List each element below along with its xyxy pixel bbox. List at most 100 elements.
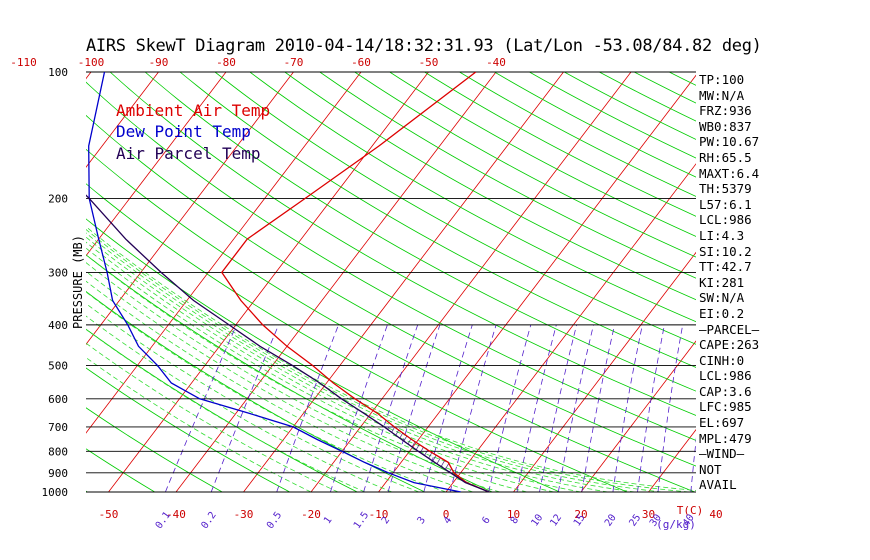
isotherm-line [108, 72, 429, 492]
pressure-tick-label: 100 [48, 66, 68, 79]
mixing-ratio-tick-label: 6 [480, 515, 492, 526]
bottom-temp-tick-label: -20 [301, 508, 321, 521]
dry-adiabat-line [424, 72, 696, 217]
isotherm-line [513, 251, 696, 492]
stat-line: LI:4.3 [699, 227, 745, 243]
dry-adiabat-line [86, 367, 290, 492]
moist-adiabat-line [86, 357, 312, 492]
stat-line: LCL:986 [699, 212, 752, 228]
dewpoint-temp-line [88, 72, 462, 492]
mixing-ratio-tick-label: 10 [529, 512, 545, 528]
top-temp-tick-label: -100 [78, 56, 105, 69]
bottom-temp-tick-label: 20 [574, 508, 587, 521]
stat-line: EL:697 [699, 415, 745, 431]
pressure-tick-label: 200 [48, 192, 68, 205]
dry-adiabat-line [354, 72, 696, 258]
dry-adiabat-line [284, 72, 696, 301]
mixing-ratio-line [516, 324, 557, 492]
moist-adiabat-line [86, 280, 474, 492]
stat-line: TH:5379 [699, 181, 752, 197]
bottom-temp-tick-label: 40 [709, 508, 722, 521]
mixing-ratio-unit-label: (g/kg) [656, 518, 696, 531]
cape-hatch [382, 426, 490, 492]
mixing-ratio-tick-label: 2 [380, 515, 392, 526]
grid-lines [0, 72, 870, 492]
top-temp-tick-label: -110 [10, 56, 37, 69]
mixing-ratio-tick-label: 12 [548, 512, 564, 528]
stat-line: TP:100 [699, 72, 745, 87]
mixing-ratio-tick-label: 0.2 [199, 510, 218, 531]
stat-line: SI:10.2 [699, 243, 752, 259]
pressure-tick-label: 1000 [42, 486, 69, 499]
mixing-ratio-line [539, 324, 577, 492]
chart-title: AIRS SkewT Diagram 2010-04-14/18:32:31.9… [86, 36, 762, 56]
dry-adiabat-line [459, 72, 696, 197]
dry-adiabat-line [529, 72, 696, 159]
isotherm-line [310, 72, 632, 492]
bottom-temp-tick-label: 10 [507, 508, 520, 521]
dry-adiabat-line [214, 72, 696, 345]
ambient-temp-line [220, 72, 490, 492]
stat-line: WB0:837 [699, 118, 752, 134]
dry-adiabat-line [86, 254, 493, 492]
bottom-temp-tick-label: -10 [369, 508, 389, 521]
stat-line: L57:6.1 [699, 196, 752, 212]
dry-adiabat-line [86, 218, 560, 492]
bottom-temp-tick-label: -40 [166, 508, 186, 521]
dry-adiabat-line [249, 72, 696, 323]
dry-adiabat-line [86, 81, 696, 441]
dry-adiabat-line [494, 72, 696, 178]
mixing-ratio-line [387, 324, 441, 492]
mixing-ratio-tick-label: 0.5 [265, 510, 284, 531]
pressure-tick-label: 700 [48, 421, 68, 434]
isotherm-line [86, 72, 159, 168]
profile-lines [86, 72, 490, 492]
dry-adiabat-line [86, 114, 696, 467]
top-temp-tick-label: -50 [419, 56, 439, 69]
pressure-tick-label: 400 [48, 319, 68, 332]
stat-line: LFC:985 [699, 399, 752, 415]
stat-line: —PARCEL— [699, 321, 760, 337]
mixing-ratio-tick-label: 3 [416, 515, 428, 526]
pressure-tick-label: 500 [48, 360, 68, 373]
bottom-temp-tick-label: 0 [443, 508, 450, 521]
pressure-tick-label: 600 [48, 393, 68, 406]
mixing-ratio-line [363, 324, 419, 492]
dry-adiabat-line [86, 407, 223, 492]
top-temp-tick-label: -80 [216, 56, 236, 69]
isotherm-line [445, 163, 696, 492]
dry-adiabat-line [809, 72, 870, 492]
stat-line: PW:10.67 [699, 134, 760, 150]
moist-adiabat-line [86, 241, 609, 492]
stat-line: CAPE:263 [699, 337, 760, 353]
mixing-ratio-line [449, 324, 497, 492]
mixing-ratio-tick-label: 8 [509, 515, 521, 526]
legend-ambient: Ambient Air Temp [116, 101, 271, 120]
stat-line: MAXT:6.4 [699, 165, 760, 181]
stat-line: EI:0.2 [699, 305, 745, 321]
dry-adiabat-line [109, 72, 696, 416]
dry-adiabat-line [179, 72, 696, 368]
stat-line: NOT [699, 461, 722, 477]
moist-adiabat-line [86, 232, 663, 492]
dry-adiabat-line [0, 72, 20, 492]
stat-line: FRZ:936 [699, 103, 752, 119]
moist-adiabat-line [86, 315, 393, 492]
isotherm-line [86, 72, 294, 346]
moist-adiabat-line [86, 254, 555, 492]
dry-adiabat-line [86, 183, 628, 492]
bottom-temp-tick-label: 30 [642, 508, 655, 521]
stat-line: CAP:3.6 [699, 383, 752, 399]
stat-line: KI:281 [699, 274, 745, 290]
legend-parcel: Air Parcel Temp [116, 144, 261, 163]
temp-unit-label: T(C) [677, 504, 704, 517]
pressure-tick-label: 900 [48, 467, 68, 480]
isobar-lines [86, 71, 696, 493]
stat-line: AVAIL [699, 477, 737, 493]
isotherm-line [0, 72, 24, 492]
mixing-ratio-line [581, 324, 615, 492]
stat-line: TT:42.7 [699, 259, 752, 275]
stat-line: LCL:986 [699, 368, 752, 384]
mixing-ratio-line [612, 324, 643, 492]
